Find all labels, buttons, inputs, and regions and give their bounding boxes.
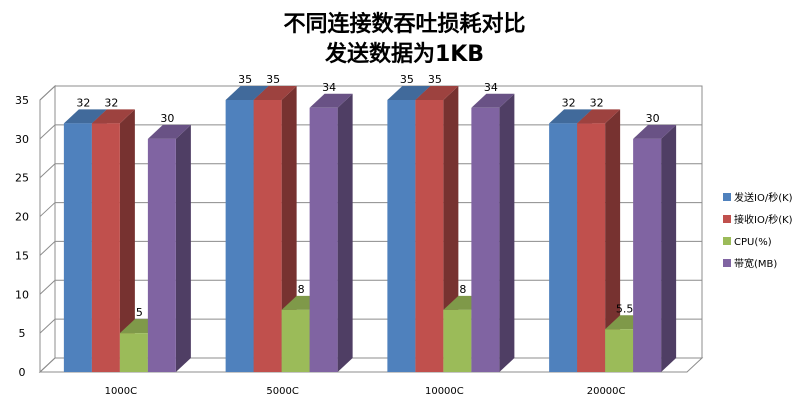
data-label: 32 [76,96,90,109]
legend-swatch [723,237,731,245]
bar-top [91,109,135,124]
legend-swatch [723,193,731,201]
bar-front [387,100,416,372]
bar-front [281,309,310,372]
legend-label: 带宽(MB) [734,257,777,270]
x-tick-label: 10000C [425,386,464,397]
bar-front [471,107,500,373]
legend-label: 接收IO/秒(K) [734,213,793,226]
bar [309,93,353,373]
data-label: 35 [428,73,442,86]
x-tick-label: 20000C [587,386,626,397]
legend-label: 发送IO/秒(K) [734,191,793,204]
bar-front [63,123,92,372]
bar-top [225,86,269,100]
bar-top [63,109,107,124]
data-label: 30 [160,112,174,125]
bar-front [309,107,338,373]
data-label: 8 [459,283,466,296]
bar [91,109,135,373]
bar-side [119,109,135,373]
bar-front [415,100,444,372]
bar-top [471,93,515,108]
bar-top [549,109,593,124]
y-tick-label: 10 [15,288,29,301]
side-wall [39,84,56,374]
y-tick-label: 15 [15,249,29,262]
bar-front [253,100,282,372]
bar-side [661,124,677,372]
y-tick-label: 5 [19,327,26,340]
data-label: 32 [590,96,604,109]
bar-front [633,138,662,372]
bar-front [549,123,578,372]
bar-top [253,86,297,100]
y-tick-label: 35 [15,94,29,107]
data-label: 5 [136,306,143,319]
bar-top [633,124,677,139]
bar-side [175,124,191,372]
data-label: 32 [562,96,576,109]
bar-front [605,329,634,372]
bar [471,93,515,373]
data-label: 35 [266,73,280,86]
bar-front [225,100,254,372]
bar-top [309,93,353,108]
data-labels: 32 32 5 30 35 35 8 34 35 35 8 34 32 32 5.5 30 [76,73,659,319]
bar-top [577,109,621,124]
bar-top [415,86,459,100]
data-label: 35 [400,73,414,86]
y-axis: 0 5 10 15 20 25 30 35 [15,94,41,379]
x-axis: 1000C 5000C 10000C 20000C [105,386,626,397]
data-label: 34 [484,81,498,94]
bar-top [147,124,191,139]
chart-title-line1: 不同连接数吞吐损耗对比 [283,12,526,37]
bar-side [337,93,353,373]
data-label: 34 [322,81,336,94]
y-tick-label: 20 [15,211,29,224]
bar-front [443,309,472,372]
data-label: 30 [646,112,660,125]
bar-side [605,109,621,373]
bar [147,124,191,372]
gridline [39,85,702,101]
bar [633,124,677,372]
y-tick-label: 25 [15,172,29,185]
bar-side [499,93,515,373]
y-tick-label: 0 [19,366,26,379]
bar [577,109,621,373]
x-tick-label: 1000C [105,386,137,397]
data-label: 5.5 [616,302,634,315]
legend-label: CPU(%) [734,237,772,248]
bar-front [577,123,606,372]
chart-title-line2: 发送数据为1KB [324,42,485,67]
y-tick-label: 30 [15,133,29,146]
bar-front [119,333,148,372]
legend-swatch [723,215,731,223]
legend-swatch [723,259,731,267]
bar-front [91,123,120,372]
bar-top [387,86,431,100]
data-label: 32 [104,96,118,109]
data-label: 35 [238,73,252,86]
bar-front [147,138,176,372]
chart-bars [63,86,677,373]
data-label: 8 [298,283,305,296]
x-tick-label: 5000C [266,386,298,397]
chart-legend: 发送IO/秒(K) 接收IO/秒(K) CPU(%) 带宽(MB) [723,191,793,270]
